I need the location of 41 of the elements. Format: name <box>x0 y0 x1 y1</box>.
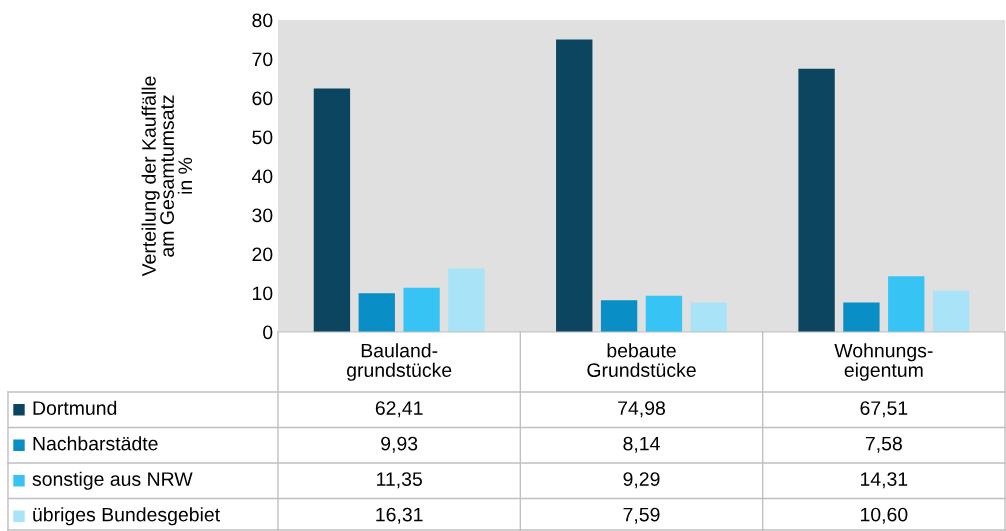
data-label: 16,31 <box>376 507 423 524</box>
data-label: 11,35 <box>377 472 422 489</box>
legend-label: übriges Bundesgebiet <box>33 507 220 526</box>
y-tick-label: 40 <box>251 169 273 184</box>
bar <box>645 295 683 332</box>
bar <box>600 300 638 332</box>
legend-label: Nachbarstädte <box>33 436 158 451</box>
data-label: 74,98 <box>618 401 665 418</box>
data-label: 7,58 <box>865 436 902 453</box>
legend-label: sonstige aus NRW <box>32 471 193 490</box>
x-tick-label: Bauland- grundstücke <box>347 343 452 381</box>
bar <box>843 302 880 332</box>
bar <box>932 290 970 332</box>
y-tick-label: 20 <box>252 247 273 262</box>
y-tick-label: 10 <box>253 286 273 301</box>
bar <box>798 68 835 332</box>
x-tick-label: Wohnungs- eigentum <box>834 343 933 381</box>
data-label: 9,93 <box>381 436 418 453</box>
data-label: 62,41 <box>375 401 423 418</box>
y-tick-label: 60 <box>252 91 273 106</box>
y-axis-title: Verteilung der Kauffälle am Gesamtumsatz in % <box>141 76 193 277</box>
data-label: 67,51 <box>860 401 908 418</box>
bar <box>313 88 351 332</box>
bar <box>888 276 925 332</box>
y-tick-label: 0 <box>263 325 273 340</box>
data-label: 10,60 <box>860 507 908 524</box>
bar <box>448 268 485 332</box>
data-label: 7,59 <box>623 507 660 524</box>
data-label: 14,31 <box>860 472 908 489</box>
bar <box>358 293 395 332</box>
y-tick-label: 70 <box>252 52 273 67</box>
x-tick-label: bebaute Grundstücke <box>587 343 696 377</box>
y-tick-label: 30 <box>252 208 273 223</box>
y-tick-label: 50 <box>252 130 273 145</box>
data-label: 9,29 <box>623 472 660 489</box>
bar <box>403 287 440 332</box>
y-tick-label: 80 <box>252 13 273 28</box>
bar <box>690 302 727 332</box>
bar <box>556 39 593 332</box>
data-label: 8,14 <box>623 436 660 453</box>
legend-label: Dortmund <box>33 400 117 415</box>
